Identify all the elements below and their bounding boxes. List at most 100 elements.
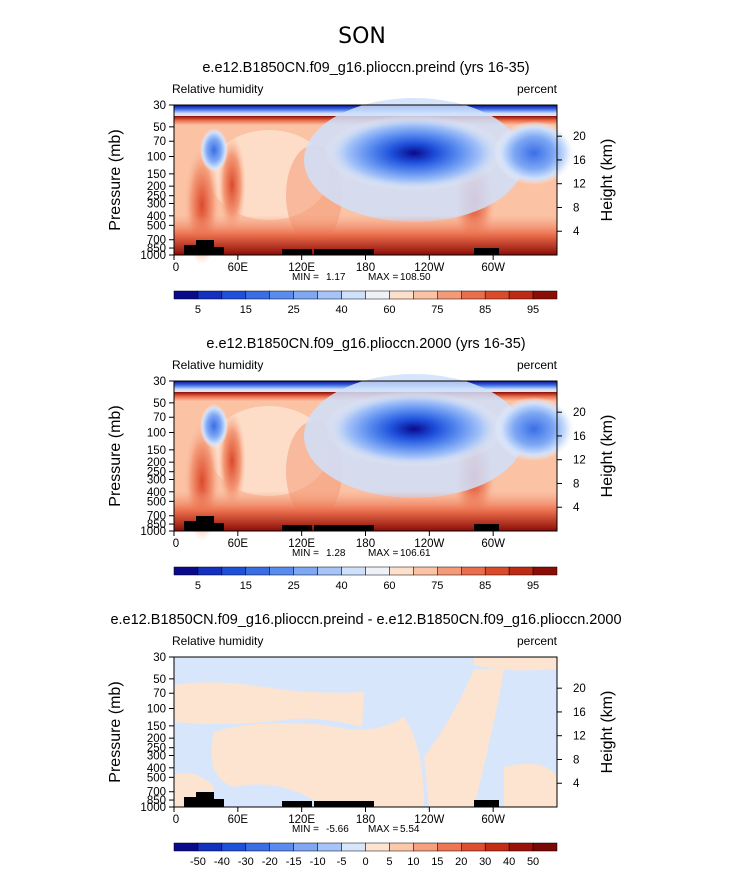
colorbar-label: 20 [455,856,467,868]
colorbar-box [389,842,414,852]
variable-label: Relative humidity [172,82,263,96]
colorbar-label: 25 [288,580,300,592]
y-right-tick-label: 8 [573,754,579,766]
colorbar-box [317,566,342,576]
topography [184,245,206,255]
colorbar-label: 95 [527,580,539,592]
colorbar-box [221,842,247,852]
y-right-tick-label: 20 [573,683,586,695]
y-right-tick-label: 8 [573,202,579,214]
y-tick-label: 1000 [140,250,166,262]
x-tick-label: 120W [414,262,444,274]
x-tick-label: 180 [356,814,375,826]
stat-max: 5.54 [400,824,420,835]
y-tick-label: 100 [147,152,166,164]
units-label: percent [517,358,558,372]
y-tick-label: 850 [147,243,166,255]
colorbar-box [173,290,199,300]
y-tick-label: 30 [153,376,166,388]
y-tick-label: 150 [147,445,166,457]
y-right-tick-label: 4 [573,778,580,790]
colorbar-box [269,842,294,852]
y-tick-label: 300 [147,198,166,210]
y-right-tick-label: 16 [573,707,586,719]
colorbar-label: -20 [262,856,278,868]
colorbar-label: 50 [527,856,539,868]
x-tick-label: 0 [173,814,179,826]
stat-min: -5.66 [326,824,349,835]
y-tick-label: 50 [153,674,166,686]
colorbar-box [221,290,247,300]
topography [282,249,312,255]
y-tick-label: 250 [147,191,166,203]
units-label: percent [517,634,558,648]
y-tick-label: 500 [147,496,166,508]
colorbar-box [341,566,366,576]
units-label: percent [517,82,558,96]
colorbar-box [532,842,558,852]
colorbar-box [317,842,342,852]
y-axis-title: Pressure (mb) [107,129,124,230]
stat-max-label: MAX = [368,824,398,835]
colorbar-box [508,290,534,300]
stat-min-label: MIN = [292,548,319,559]
colorbar-label: 30 [479,856,491,868]
topography [184,797,206,807]
y-right-tick-label: 20 [573,407,586,419]
y-tick-label: 500 [147,772,166,784]
y-tick-label: 100 [147,428,166,440]
colorbar-box [293,290,318,300]
topography [214,247,224,255]
y-tick-label: 1000 [140,526,166,538]
stat-min: 1.28 [326,548,346,559]
x-tick-label: 60W [481,262,505,274]
colorbar-box [317,290,342,300]
plot-area [173,98,574,265]
colorbar-box [173,566,199,576]
colorbar-label: 60 [383,580,395,592]
colorbar-box [365,566,390,576]
colorbar-box [508,842,534,852]
x-tick-label: 180 [356,538,375,550]
topography [474,248,499,255]
y-right-axis-title: Height (km) [599,415,616,498]
panel-title: e.e12.B1850CN.f09_g16.plioccn.preind - e… [110,612,621,628]
stat-max-label: MAX = [368,548,398,559]
colorbar-box [389,290,414,300]
dry-region-east [494,397,574,461]
dry-region-east [494,121,574,185]
x-tick-label: 120E [288,538,315,550]
topography [196,240,214,255]
colorbar-box [461,290,486,300]
dry-region-core [324,115,504,191]
topography [282,525,312,531]
y-tick-label: 100 [147,704,166,716]
colorbar-box [413,290,438,300]
colorbar-label: 5 [195,580,201,592]
y-tick-label: 700 [147,511,166,523]
topography [214,523,224,531]
topography [196,516,214,531]
y-tick-label: 400 [147,211,166,223]
colorbar-box [532,566,558,576]
colorbar-box [484,842,510,852]
x-tick-label: 0 [173,538,179,550]
colorbar-box [461,842,486,852]
topography [184,521,206,531]
topography [214,799,224,807]
colorbar-box [413,842,438,852]
colorbar-box [461,566,486,576]
y-right-tick-label: 4 [573,226,580,238]
y-tick-label: 700 [147,235,166,247]
topography [314,801,374,807]
plot-area [173,656,558,808]
y-right-tick-label: 8 [573,478,579,490]
colorbar-label: 15 [240,304,252,316]
colorbar-box [245,566,270,576]
chart-panel-3: e.e12.B1850CN.f09_g16.plioccn.preind - e… [107,612,622,868]
colorbar-box [221,566,247,576]
x-tick-label: 120E [288,814,315,826]
x-tick-label: 120W [414,538,444,550]
colorbar-label: -15 [286,856,302,868]
colorbar-label: 15 [431,856,443,868]
